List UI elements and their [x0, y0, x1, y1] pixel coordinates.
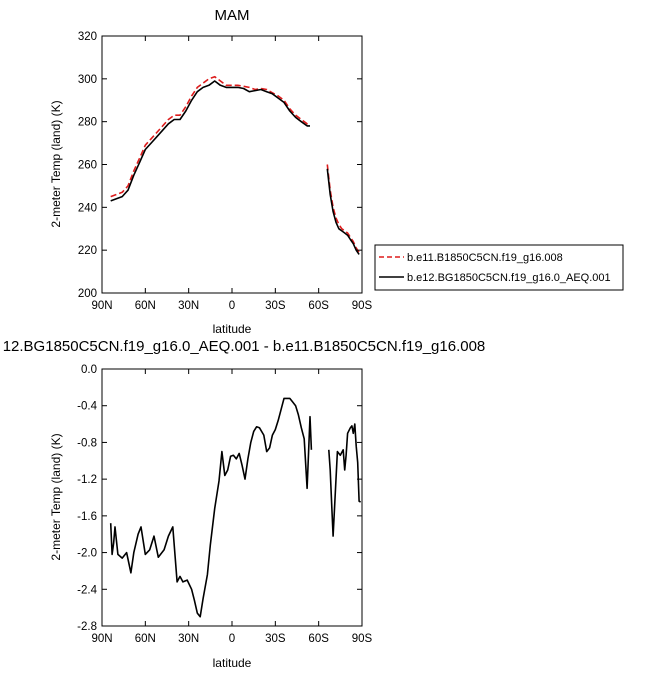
- chart-bottom-xtick-label: 30S: [265, 633, 286, 645]
- chart-top-xtick-label: 90S: [352, 300, 373, 312]
- legend-box: [374, 244, 624, 291]
- chart-top-xtick-label: 30S: [265, 300, 286, 312]
- chart-top: MAM latitude 2-meter Temp (land) (K) 90N…: [49, 7, 624, 336]
- chart-top-series-1-line-1: [110, 75, 310, 198]
- chart-top-series-2-line-1: [110, 80, 310, 202]
- chart-bottom-ytick-label: -2.4: [77, 584, 97, 596]
- chart-top-xtick-label: 60S: [308, 300, 329, 312]
- chart-bottom-ytick-label: -2.0: [77, 548, 97, 560]
- chart-bottom-ytick-label: -0.8: [77, 437, 97, 449]
- chart-top-ytick-label: 220: [78, 245, 97, 257]
- chart-top-xtick-label: 60N: [135, 300, 156, 312]
- chart-bottom-xtick-label: 30N: [178, 633, 199, 645]
- chart-top-frame: [101, 35, 363, 294]
- chart-top-xtick-label: 90N: [91, 300, 112, 312]
- chart-bottom-series-1-line-2: [328, 423, 362, 537]
- chart-bottom-xtick-label: 0: [229, 633, 235, 645]
- chart-bottom-xtick-label: 60S: [308, 633, 329, 645]
- chart-top-plot-area: 90N 60N 30N 0 30S 60S 90S 200 220 240 260 280 300 320: [78, 31, 373, 312]
- chart-bottom-xtick-label: 90S: [352, 633, 373, 645]
- chart-top-ylabel: 2-meter Temp (land) (K): [49, 100, 63, 227]
- chart-top-ytick-label: 320: [78, 31, 97, 43]
- chart-bottom: 12.BG1850C5CN.f19_g16.0_AEQ.001 - b.e11.…: [3, 338, 486, 670]
- chart-bottom-title: 12.BG1850C5CN.f19_g16.0_AEQ.001 - b.e11.…: [3, 338, 486, 355]
- chart-bottom-ytick-label: 0.0: [81, 364, 97, 376]
- chart-top-series-2-line-2: [326, 168, 360, 255]
- legend-label-series-1: b.e11.B1850C5CN.f19_g16.008: [407, 252, 563, 264]
- chart-top-ytick-label: 240: [78, 202, 97, 214]
- chart-bottom-ytick-label: -1.6: [77, 511, 97, 523]
- chart-bottom-series-1-line-1: [109, 397, 313, 618]
- chart-bottom-xtick-label: 60N: [135, 633, 156, 645]
- chart-top-ytick-label: 300: [78, 74, 97, 86]
- chart-top-xtick-label: 0: [229, 300, 235, 312]
- chart-top-xtick-label: 30N: [178, 300, 199, 312]
- chart-bottom-xtick-label: 90N: [91, 633, 112, 645]
- chart-bottom-ylabel: 2-meter Temp (land) (K): [49, 433, 63, 560]
- chart-top-ytick-label: 280: [78, 117, 97, 129]
- chart-bottom-ytick-label: -0.4: [77, 401, 97, 413]
- chart-bottom-xlabel: latitude: [213, 656, 252, 670]
- chart-top-xlabel: latitude: [213, 322, 252, 336]
- chart-bottom-frame: [101, 368, 363, 627]
- chart-bottom-plot-area: 90N 60N 30N 0 30S 60S 90S -2.8 -2.4 -2.0 -1.6 -1.2 -…: [77, 364, 372, 645]
- legend-label-series-2: b.e12.BG1850C5CN.f19_g16.0_AEQ.001: [407, 272, 611, 284]
- chart-top-ytick-label: 200: [78, 288, 97, 300]
- chart-bottom-ytick-label: -2.8: [77, 621, 97, 633]
- chart-top-legend: b.e11.B1850C5CN.f19_g16.008 b.e12.BG1850…: [374, 244, 624, 291]
- chart-bottom-ytick-label: -1.2: [77, 474, 97, 486]
- chart-top-ytick-label: 260: [78, 160, 97, 172]
- chart-top-title: MAM: [215, 7, 250, 24]
